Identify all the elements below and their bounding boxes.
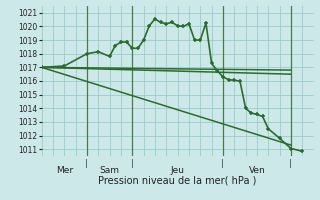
- Text: Sam: Sam: [100, 166, 120, 175]
- Text: |: |: [221, 159, 224, 168]
- Text: |: |: [85, 159, 88, 168]
- Text: Mer: Mer: [56, 166, 73, 175]
- Text: Jeu: Jeu: [171, 166, 185, 175]
- Text: |: |: [290, 159, 292, 168]
- X-axis label: Pression niveau de la mer( hPa ): Pression niveau de la mer( hPa ): [99, 175, 257, 185]
- Text: Ven: Ven: [249, 166, 265, 175]
- Text: |: |: [131, 159, 134, 168]
